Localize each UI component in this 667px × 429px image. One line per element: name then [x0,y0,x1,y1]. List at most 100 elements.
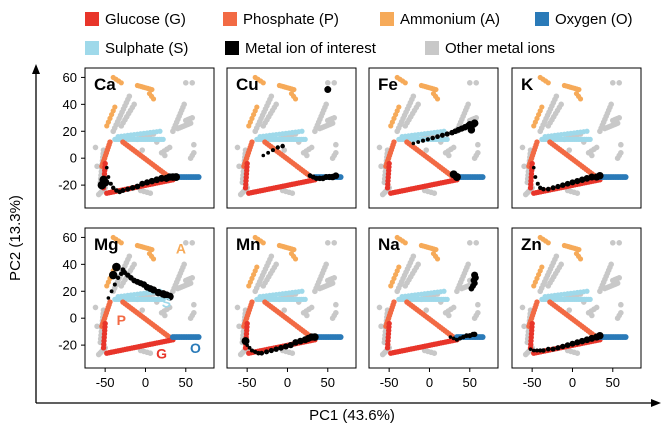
other-metal-point [475,310,481,316]
other-metal-point [191,310,197,316]
other-metal-point [616,80,623,86]
other-metal-point [574,350,581,356]
cluster-annotation: S [162,294,171,310]
metal-point [112,282,117,287]
other-metal-point [162,152,168,159]
other-metal-point [268,93,275,100]
legend-swatch [85,12,99,26]
other-metal-point [450,144,457,151]
metal-point [106,175,111,179]
other-metal-point [333,150,339,156]
ammonium-point [150,96,157,102]
x-tick-label: 50 [463,375,477,390]
other-metal-point [182,80,189,86]
ammonium-point [539,104,545,110]
y-tick-label: -20 [58,178,77,193]
other-metal-point [304,152,310,159]
other-metal-point [323,101,329,108]
panel-label: Cu [236,75,259,94]
sulphate-point [157,128,163,134]
metal-point [241,337,250,346]
other-metal-point [189,80,196,86]
other-metal-point [618,310,624,316]
other-metal-point [236,163,242,170]
panel-mg: Mg 60 40 20 0 -20 -50 0 50 A S P G O [58,227,215,390]
other-metal-point [574,190,581,196]
other-metal-point [473,115,480,121]
other-metal-point [147,190,154,196]
other-metal-point [378,163,384,170]
legend-item: Glucose (G) [85,11,186,28]
metal-point [125,186,131,192]
metal-point [430,135,435,141]
panel-label: Mn [236,235,261,254]
sulphate-point [584,128,590,134]
other-metal-point [331,240,338,246]
ammonium-point [576,86,582,93]
metal-point [541,348,546,353]
legend-item: Ammonium (A) [380,11,500,28]
ammonium-point [539,264,545,270]
y-tick-label: 60 [63,70,77,85]
glucose-point [384,345,391,351]
other-metal-point [273,261,279,268]
metal-point [273,346,279,352]
sulphate-point [302,296,308,302]
metal-point [454,337,459,342]
legend-label: Oxygen (O) [555,11,633,28]
metal-point [104,165,109,170]
other-metal-point [558,101,564,108]
glucose-point [100,345,107,351]
other-metal-point [423,307,430,313]
other-metal-point [519,144,526,151]
other-metal-point [553,93,560,100]
ammonium-point [545,240,551,246]
y-tick-label: 0 [70,151,77,166]
metal-point [287,342,294,349]
other-metal-point [131,261,137,268]
other-metal-point [431,350,438,356]
metal-point [451,336,456,341]
other-metal-point [281,307,288,313]
other-metal-point [308,304,315,311]
other-metal-point [162,312,168,319]
other-metal-point [415,101,421,108]
y-tick-label: 0 [70,311,77,326]
other-metal-point [166,144,173,151]
ammonium-point [260,240,266,246]
other-metal-point [324,240,331,246]
legend-swatch [85,41,99,55]
other-metal-point [465,261,471,268]
legend: Glucose (G) Phosphate (P) Ammonium (A) Oxyg… [85,11,633,57]
metal-point [535,181,540,186]
metal-point [531,348,536,353]
other-metal-point [566,147,573,153]
glucose-point [384,185,391,191]
other-metal-point [558,261,564,268]
ammonium-point [576,246,582,253]
metal-point [574,177,581,185]
other-metal-point [566,307,573,313]
metal-point [120,187,126,194]
metal-point [550,346,556,352]
ammonium-point [402,240,408,246]
metal-point [106,296,111,300]
sulphate-point [160,136,166,142]
legend-swatch [535,12,549,26]
other-metal-point [166,304,173,311]
metal-point [172,173,181,181]
other-metal-point [189,275,196,281]
ammonium-point [150,256,157,262]
x-tick-label: 0 [426,375,433,390]
oxygen-point [337,334,344,340]
metal-point [280,143,285,149]
metal-point [416,140,421,144]
metal-point [545,186,551,192]
other-metal-point [139,147,146,153]
ammonium-point [291,86,297,93]
metal-point [411,141,416,146]
other-metal-point [191,141,197,148]
cluster-annotation: A [176,241,186,257]
other-metal-point [593,144,600,151]
metal-point [560,182,566,188]
